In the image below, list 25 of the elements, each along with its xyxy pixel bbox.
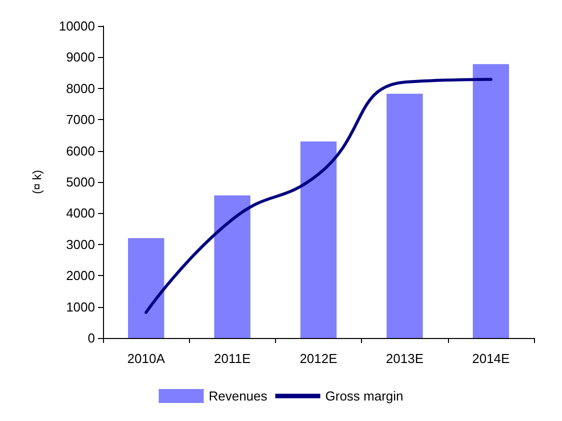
y-tick-label: 3000 — [66, 236, 95, 252]
bar — [300, 141, 337, 338]
y-tick-label: 10000 — [58, 18, 95, 34]
x-tick-label: 2013E — [386, 351, 424, 366]
y-tick-label: 7000 — [66, 112, 95, 128]
bar — [472, 64, 509, 338]
y-tick-label: 9000 — [66, 50, 95, 65]
y-tick-label: 4000 — [66, 206, 95, 221]
bar — [128, 238, 164, 338]
x-tick-label: 2011E — [214, 351, 251, 366]
y-tick-label: 5000 — [66, 174, 95, 190]
y-axis-title: (¤ k) — [30, 170, 44, 194]
legend-label: Revenues — [208, 388, 268, 404]
y-tick-label: 6000 — [66, 143, 95, 158]
y-tick-label: 0 — [88, 330, 95, 346]
y-tick-label: 8000 — [66, 80, 95, 96]
y-tick-label: 1000 — [66, 299, 95, 314]
y-tick-label: 2000 — [66, 268, 95, 284]
bar — [386, 94, 423, 338]
x-tick-label: 2014E — [472, 351, 510, 366]
bar — [214, 195, 250, 338]
x-tick-label: 2010A — [127, 351, 166, 366]
line-series — [144, 78, 492, 314]
x-tick-label: 2012E — [300, 351, 338, 366]
legend-label: Gross margin — [325, 388, 404, 404]
